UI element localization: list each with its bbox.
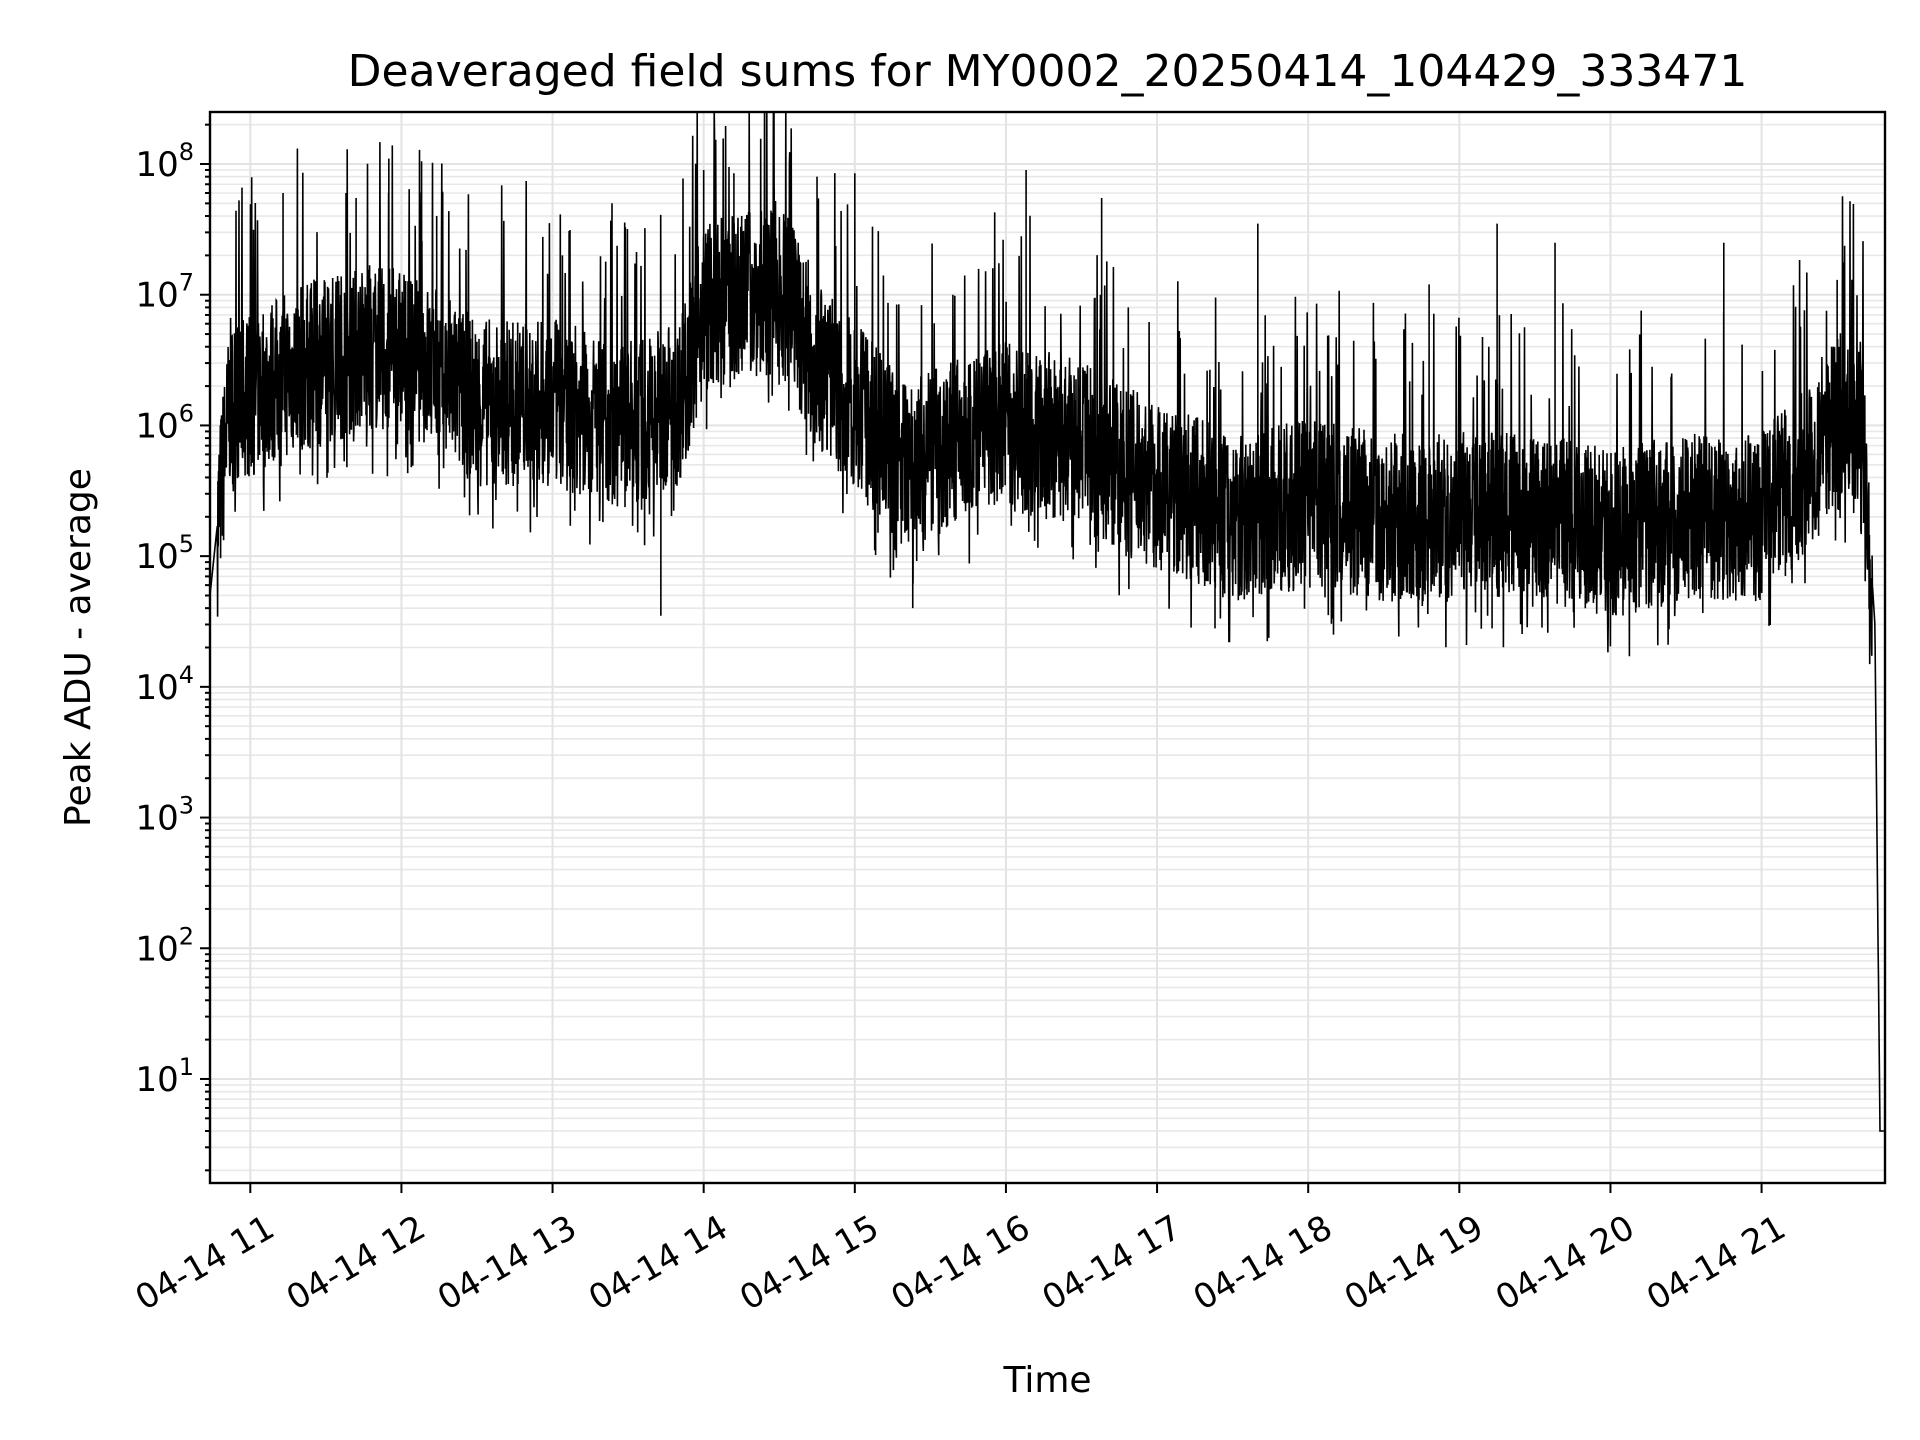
y-axis: 101 102 103 104 105 106 107 108 [135,138,194,1100]
y-tick-label: 105 [135,530,194,577]
plot-area [210,112,1885,1132]
y-tick-label: 103 [135,792,194,839]
y-tick-label: 107 [135,269,194,316]
minor-gridlines [200,123,1885,1172]
y-axis-label: Peak ADU - average [58,468,99,827]
series-line [210,112,1885,1132]
y-tick-label: 102 [135,922,194,969]
y-tick-label: 106 [135,399,194,446]
y-tick-label: 108 [135,138,194,185]
plot-frame [208,110,1887,1185]
major-gridlines [210,112,1885,1183]
x-axis-label: Time [1002,1360,1091,1401]
y-tick-label: 104 [135,661,194,708]
y-tick-label: 101 [135,1053,194,1100]
chart-title: Deaveraged field sums for MY0002_2025041… [348,46,1748,97]
